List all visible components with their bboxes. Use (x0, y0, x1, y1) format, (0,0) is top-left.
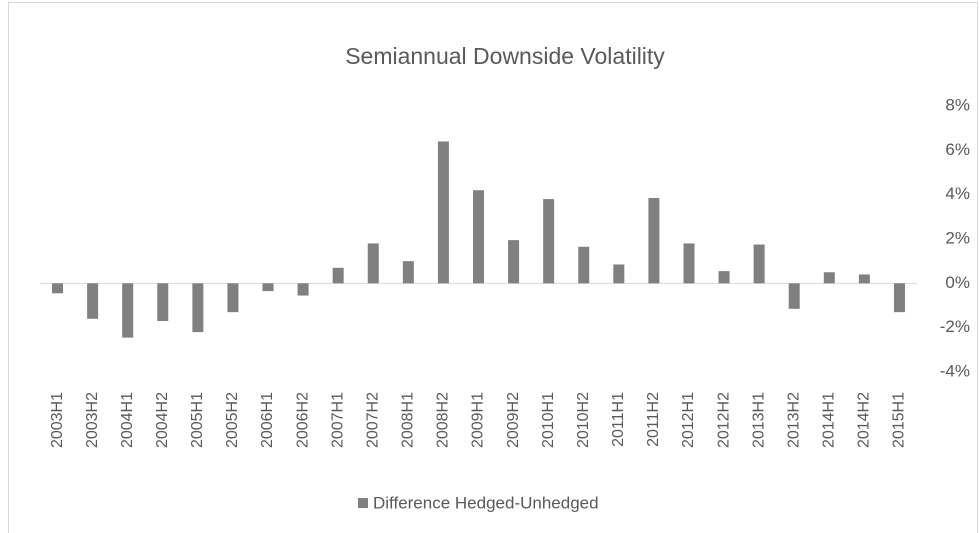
y-tick-label: 4% (945, 184, 970, 203)
bar (613, 264, 625, 284)
y-tick-label: -4% (940, 361, 970, 380)
x-tick-label: 2011H2 (645, 392, 662, 447)
y-tick-label: 6% (945, 140, 970, 159)
bar (858, 274, 870, 284)
x-tick-label: 2009H2 (505, 392, 522, 448)
bar (122, 283, 134, 338)
x-tick-label: 2014H1 (821, 392, 838, 448)
bar (87, 283, 99, 319)
x-tick-label: 2003H2 (84, 392, 101, 448)
bar (332, 267, 344, 284)
bar (297, 283, 309, 296)
bar (718, 271, 730, 284)
x-tick-label: 2009H1 (470, 392, 487, 448)
x-tick-label: 2014H2 (856, 392, 873, 448)
bar (648, 197, 660, 284)
x-tick-label: 2007H1 (329, 392, 346, 448)
bar (753, 244, 765, 284)
x-tick-label: 2010H2 (575, 392, 592, 448)
x-tick-label: 2013H1 (750, 392, 767, 448)
x-tick-label: 2013H2 (785, 392, 802, 448)
x-tick-label: 2005H2 (224, 392, 241, 448)
x-tick-label: 2004H2 (154, 392, 171, 448)
y-tick-label: -2% (940, 317, 970, 336)
legend-swatch (358, 498, 368, 508)
bar (893, 283, 905, 313)
x-tick-label: 2006H2 (294, 392, 311, 448)
x-tick-label: 2003H1 (49, 392, 66, 448)
x-tick-label: 2004H1 (119, 392, 136, 448)
x-tick-label: 2008H2 (435, 392, 452, 448)
x-tick-label: 2008H1 (400, 392, 417, 448)
bar (578, 246, 590, 284)
x-tick-label: 2007H2 (364, 392, 381, 448)
legend-label: Difference Hedged-Unhedged (373, 493, 599, 512)
bar (683, 243, 695, 284)
bar (367, 243, 379, 284)
x-tick-label: 2005H1 (189, 392, 206, 448)
bar (508, 240, 520, 284)
bar (227, 283, 239, 313)
bar (192, 283, 204, 333)
bar (437, 141, 449, 284)
bar (262, 283, 274, 292)
bar (52, 283, 64, 294)
chart-title: Semiannual Downside Volatility (345, 43, 665, 69)
bar (473, 190, 484, 284)
chart-frame (8, 2, 978, 533)
bar (402, 261, 414, 284)
y-tick-label: 0% (945, 273, 970, 292)
bar (788, 283, 800, 309)
bar (157, 283, 169, 322)
bar (823, 272, 835, 284)
y-tick-label: 2% (945, 228, 970, 247)
x-tick-label: 2006H1 (259, 392, 276, 448)
x-tick-label: 2012H2 (715, 392, 732, 448)
x-tick-label: 2011H1 (610, 392, 627, 447)
x-tick-label: 2010H1 (540, 392, 557, 448)
bar (543, 199, 555, 284)
x-tick-label: 2015H1 (891, 392, 908, 448)
x-tick-label: 2012H1 (680, 392, 697, 448)
y-tick-label: 8% (945, 95, 970, 114)
